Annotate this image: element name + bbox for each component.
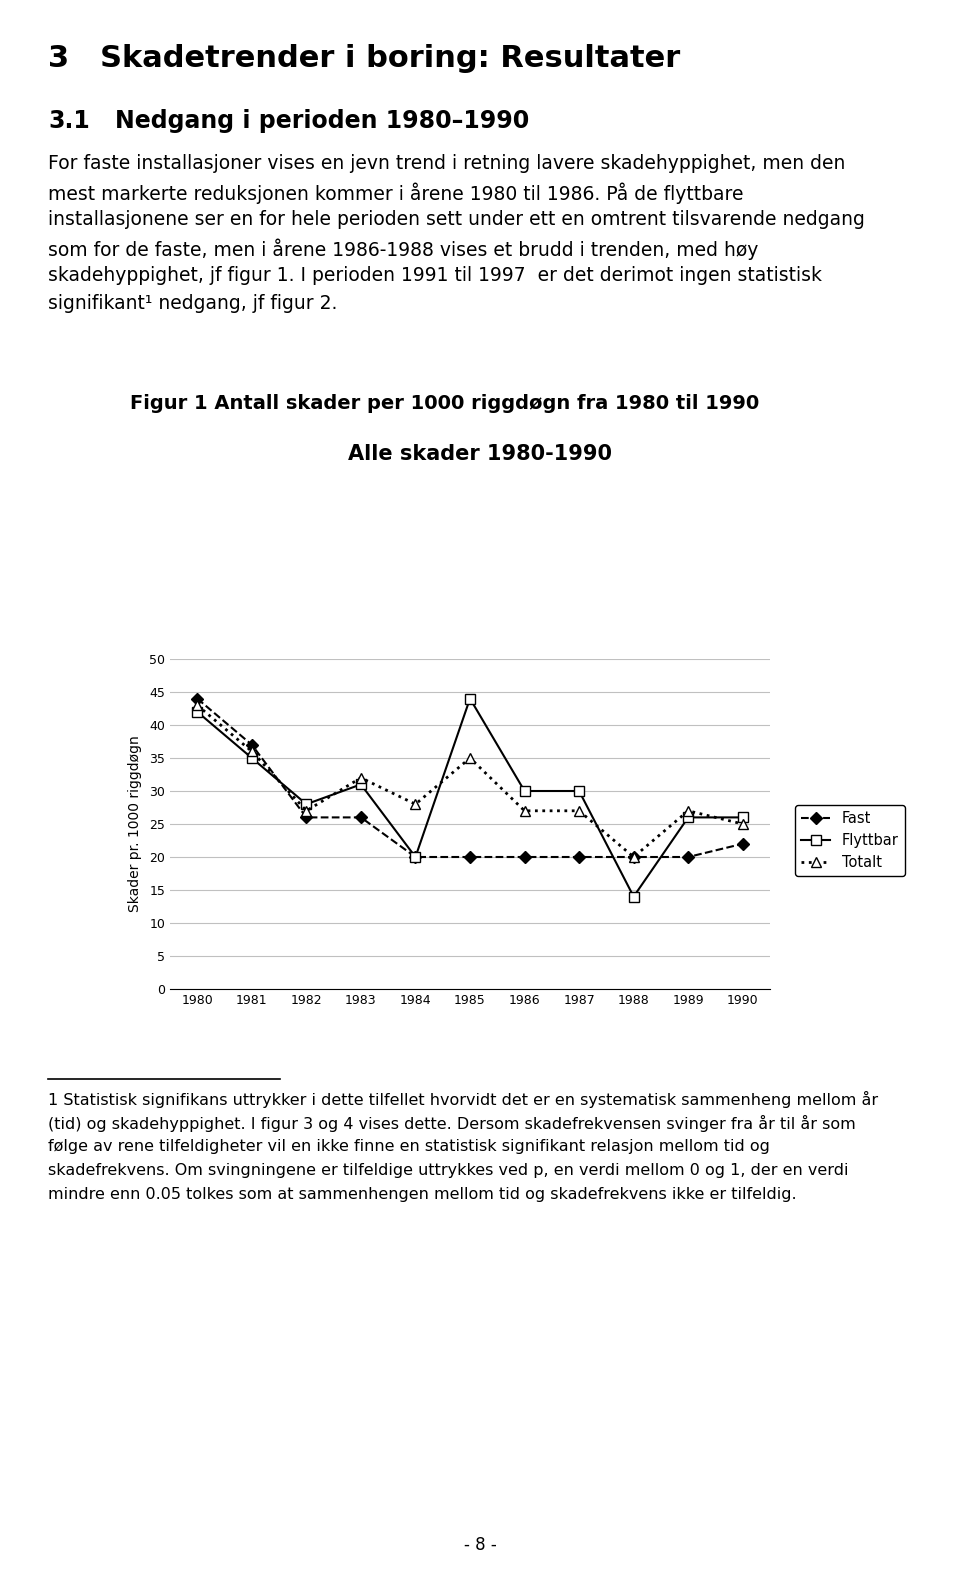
Text: Alle skader 1980-1990: Alle skader 1980-1990: [348, 443, 612, 464]
Totalt: [355, 767, 367, 787]
Flyttbar: [573, 782, 585, 801]
Totalt: [246, 742, 257, 761]
Text: 3.1: 3.1: [48, 110, 89, 133]
Fast: [246, 736, 257, 755]
Flyttbar: [518, 782, 530, 801]
Flyttbar: [191, 702, 203, 721]
Text: mest markerte reduksjonen kommer i årene 1980 til 1986. På de flyttbare: mest markerte reduksjonen kommer i årene…: [48, 183, 743, 203]
Text: 1 Statistisk signifikans uttrykker i dette tilfellet hvorvidt det er en systemat: 1 Statistisk signifikans uttrykker i det…: [48, 1092, 878, 1108]
Flyttbar: [683, 807, 694, 826]
Text: mindre enn 0.05 tolkes som at sammenhengen mellom tid og skadefrekvens ikke er t: mindre enn 0.05 tolkes som at sammenheng…: [48, 1187, 797, 1201]
Fast: [518, 847, 530, 866]
Totalt: [410, 794, 421, 814]
Text: - 8 -: - 8 -: [464, 1537, 496, 1554]
Fast: [683, 847, 694, 866]
Text: Nedgang i perioden 1980–1990: Nedgang i perioden 1980–1990: [115, 110, 529, 133]
Totalt: [300, 801, 312, 820]
Flyttbar: [355, 775, 367, 794]
Y-axis label: Skader pr. 1000 riggdøgn: Skader pr. 1000 riggdøgn: [129, 736, 142, 912]
Totalt: [465, 748, 476, 767]
Legend: Fast, Flyttbar, Totalt: Fast, Flyttbar, Totalt: [795, 806, 904, 876]
Text: Skadetrender i boring: Resultater: Skadetrender i boring: Resultater: [100, 44, 681, 73]
Totalt: [737, 815, 749, 834]
Flyttbar: [300, 794, 312, 814]
Fast: [410, 847, 421, 866]
Fast: [737, 834, 749, 853]
Fast: [191, 690, 203, 709]
Text: (tid) og skadehyppighet. I figur 3 og 4 vises dette. Dersom skadefrekvensen svin: (tid) og skadehyppighet. I figur 3 og 4 …: [48, 1115, 855, 1131]
Flyttbar: [465, 690, 476, 709]
Fast: [465, 847, 476, 866]
Text: følge av rene tilfeldigheter vil en ikke finne en statistisk signifikant relasjo: følge av rene tilfeldigheter vil en ikke…: [48, 1139, 770, 1154]
Totalt: [683, 801, 694, 820]
Line: Fast: Fast: [193, 694, 747, 861]
Text: installasjonene ser en for hele perioden sett under ett en omtrent tilsvarende n: installasjonene ser en for hele perioden…: [48, 210, 865, 229]
Fast: [300, 807, 312, 826]
Totalt: [191, 696, 203, 715]
Totalt: [518, 801, 530, 820]
Fast: [355, 807, 367, 826]
Text: 3: 3: [48, 44, 69, 73]
Text: For faste installasjoner vises en jevn trend i retning lavere skadehyppighet, me: For faste installasjoner vises en jevn t…: [48, 154, 846, 173]
Text: skadehyppighet, jf figur 1. I perioden 1991 til 1997  er det derimot ingen stati: skadehyppighet, jf figur 1. I perioden 1…: [48, 265, 822, 284]
Flyttbar: [246, 748, 257, 767]
Flyttbar: [410, 847, 421, 866]
Text: Figur 1 Antall skader per 1000 riggdøgn fra 1980 til 1990: Figur 1 Antall skader per 1000 riggdøgn …: [130, 394, 759, 413]
Text: signifikant¹ nedgang, jf figur 2.: signifikant¹ nedgang, jf figur 2.: [48, 294, 337, 313]
Line: Flyttbar: Flyttbar: [192, 694, 748, 901]
Flyttbar: [737, 807, 749, 826]
Totalt: [573, 801, 585, 820]
Totalt: [628, 847, 639, 866]
Line: Totalt: Totalt: [192, 701, 748, 861]
Fast: [573, 847, 585, 866]
Flyttbar: [628, 887, 639, 906]
Fast: [628, 847, 639, 866]
Text: skadefrekvens. Om svingningene er tilfeldige uttrykkes ved p, en verdi mellom 0 : skadefrekvens. Om svingningene er tilfel…: [48, 1163, 849, 1177]
Text: som for de faste, men i årene 1986-1988 vises et brudd i trenden, med høy: som for de faste, men i årene 1986-1988 …: [48, 238, 758, 259]
